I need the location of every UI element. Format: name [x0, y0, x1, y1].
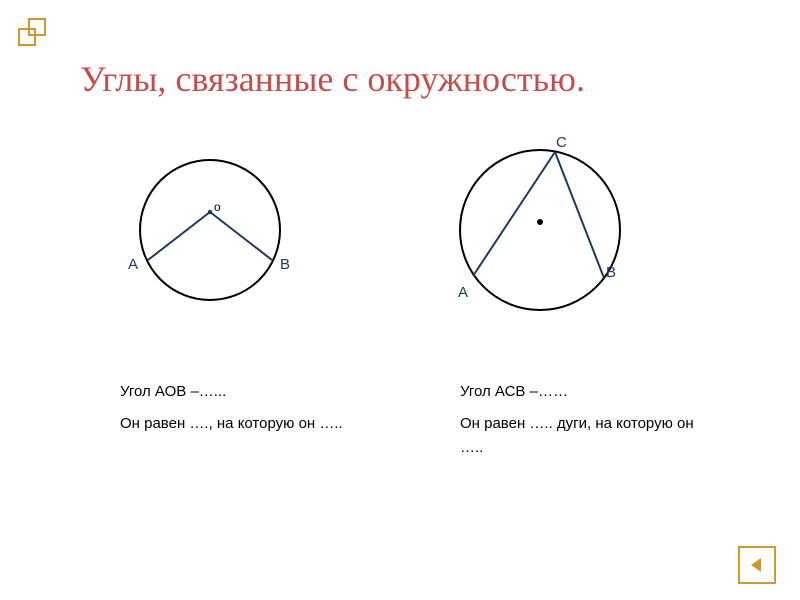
right-label-c: С — [556, 134, 567, 151]
left-label-o: о — [214, 200, 221, 214]
back-button[interactable] — [738, 546, 776, 584]
right-desc-line1: Угол АСВ –…… — [460, 380, 720, 404]
diagrams-svg — [0, 0, 800, 360]
left-label-b: В — [280, 256, 290, 273]
right-label-a: А — [458, 284, 468, 301]
left-label-a: А — [128, 256, 138, 273]
right-description: Угол АСВ –…… Он равен ….. дуги, на котор… — [460, 380, 720, 460]
left-description: Угол АОВ –…... Он равен …., на которую о… — [120, 380, 380, 436]
back-arrow-icon — [747, 555, 767, 575]
right-desc-line2: Он равен ….. дуги, на которую он ….. — [460, 412, 720, 460]
left-desc-line1: Угол АОВ –…... — [120, 380, 380, 404]
left-desc-line2: Он равен …., на которую он ….. — [120, 412, 380, 436]
right-label-b: В — [606, 264, 616, 281]
